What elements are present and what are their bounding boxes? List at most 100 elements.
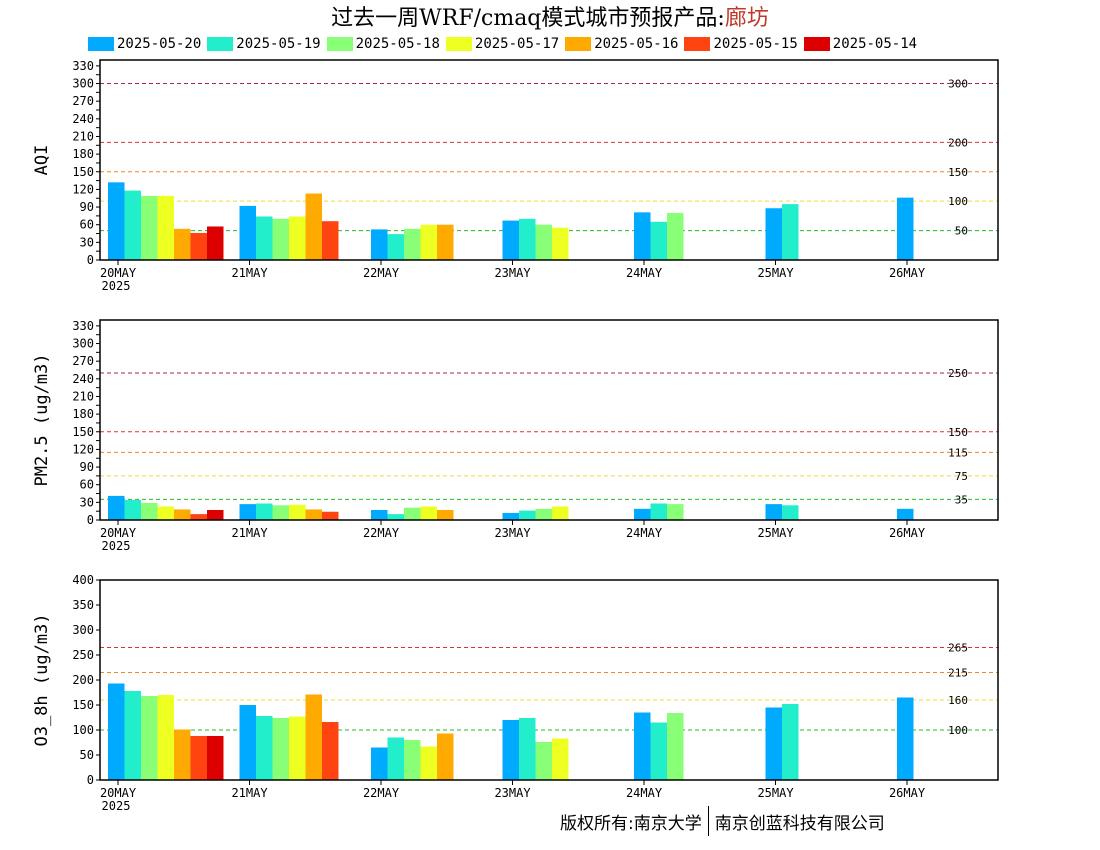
y-tick-label: 240 — [72, 372, 94, 386]
x-tick-label: 25MAY — [757, 786, 794, 800]
bar — [765, 208, 782, 260]
y-tick-label: 240 — [72, 112, 94, 126]
footer: 版权所有:南京大学 南京创蓝科技有限公司 — [560, 806, 885, 836]
bar — [502, 720, 519, 780]
legend: 2025-05-20 2025-05-19 2025-05-18 2025-05-17… — [88, 35, 923, 53]
y-tick-label: 300 — [72, 623, 94, 637]
plot-frame — [99, 319, 999, 521]
threshold-label: 250 — [948, 367, 968, 380]
bar — [108, 495, 125, 520]
bar — [634, 508, 651, 520]
y-tick-label: 330 — [72, 59, 94, 73]
threshold-label: 100 — [948, 724, 968, 737]
bar — [256, 216, 273, 260]
x-tick-label: 22MAY — [363, 786, 400, 800]
footer-company: 南京创蓝科技有限公司 — [714, 813, 885, 834]
y-tick-label: 120 — [72, 442, 94, 456]
x-tick-sublabel: 2025 — [102, 799, 131, 813]
bar — [256, 716, 273, 780]
bar — [387, 737, 404, 780]
threshold-label: 150 — [948, 166, 968, 179]
threshold-label: 300 — [948, 78, 968, 91]
bar — [667, 713, 684, 780]
y-tick-label: 200 — [72, 673, 94, 687]
bar — [289, 216, 306, 260]
bar — [305, 694, 322, 780]
y-tick-label: 270 — [72, 94, 94, 108]
bar — [782, 704, 799, 780]
legend-item: 2025-05-20 — [88, 35, 201, 53]
threshold-label: 215 — [948, 667, 968, 680]
bar — [272, 218, 289, 260]
x-tick-label: 25MAY — [757, 266, 794, 280]
bar — [108, 683, 125, 780]
legend-item: 2025-05-14 — [803, 35, 917, 53]
bar — [404, 740, 421, 780]
x-tick-sublabel: 2025 — [102, 279, 131, 293]
legend-swatch — [207, 37, 234, 51]
bar — [190, 736, 207, 780]
bar — [322, 221, 339, 260]
x-tick-label: 24MAY — [626, 266, 663, 280]
y-tick-label: 50 — [80, 748, 94, 762]
bar — [207, 510, 224, 520]
bar — [437, 733, 454, 780]
bar — [420, 506, 437, 520]
x-tick-label: 20MAY — [100, 266, 137, 280]
bar — [387, 514, 404, 520]
y-axis-label: PM2.5 (ug/m3) — [32, 353, 52, 486]
bar — [371, 747, 388, 780]
legend-label: 2025-05-19 — [236, 36, 321, 52]
y-tick-label: 300 — [72, 337, 94, 351]
y-tick-label: 210 — [72, 129, 94, 143]
bar — [519, 510, 536, 520]
footer-separator — [707, 806, 709, 836]
x-tick-label: 22MAY — [363, 266, 400, 280]
bar — [174, 228, 191, 260]
bar — [535, 508, 552, 520]
legend-label: 2025-05-18 — [355, 36, 440, 52]
y-axis-label: AQI — [32, 145, 52, 176]
footer-copyright: 版权所有:南京大学 — [560, 813, 702, 834]
y-tick-label: 0 — [87, 513, 94, 527]
x-tick-label: 22MAY — [363, 526, 400, 540]
bar — [141, 696, 158, 780]
bar — [157, 506, 174, 520]
x-tick-label: 26MAY — [889, 266, 926, 280]
y-tick-label: 0 — [87, 773, 94, 787]
bar — [437, 224, 454, 260]
x-tick-label: 21MAY — [231, 526, 268, 540]
chart-title-main: 过去一周WRF/cmaq模式城市预报产品: — [331, 6, 725, 31]
bar — [420, 224, 437, 260]
y-tick-label: 30 — [80, 235, 94, 249]
bar — [519, 218, 536, 260]
x-tick-label: 21MAY — [231, 266, 268, 280]
y-tick-label: 210 — [72, 389, 94, 403]
bar — [371, 229, 388, 260]
threshold-label: 115 — [948, 446, 968, 459]
bar — [108, 182, 125, 260]
bar — [897, 197, 914, 260]
x-tick-label: 26MAY — [889, 526, 926, 540]
threshold-label: 100 — [948, 195, 968, 208]
bar — [141, 502, 158, 520]
y-tick-label: 120 — [72, 182, 94, 196]
bar — [437, 510, 454, 520]
bar — [190, 232, 207, 260]
threshold-label: 150 — [948, 426, 968, 439]
bar — [322, 511, 339, 520]
bar — [650, 503, 667, 520]
x-tick-label: 24MAY — [626, 526, 663, 540]
x-tick-label: 20MAY — [100, 786, 137, 800]
bar — [207, 736, 224, 780]
bar — [535, 224, 552, 260]
chart-panel-2: 35 75 115 150 250 0 30 60 90 120 150 180 210 240 270 30… — [32, 319, 999, 553]
y-tick-label: 400 — [72, 573, 94, 587]
y-tick-label: 90 — [80, 200, 94, 214]
bar — [124, 500, 141, 520]
y-tick-label: 0 — [87, 253, 94, 267]
legend-swatch — [445, 37, 472, 51]
bar — [667, 212, 684, 260]
x-tick-label: 21MAY — [231, 786, 268, 800]
